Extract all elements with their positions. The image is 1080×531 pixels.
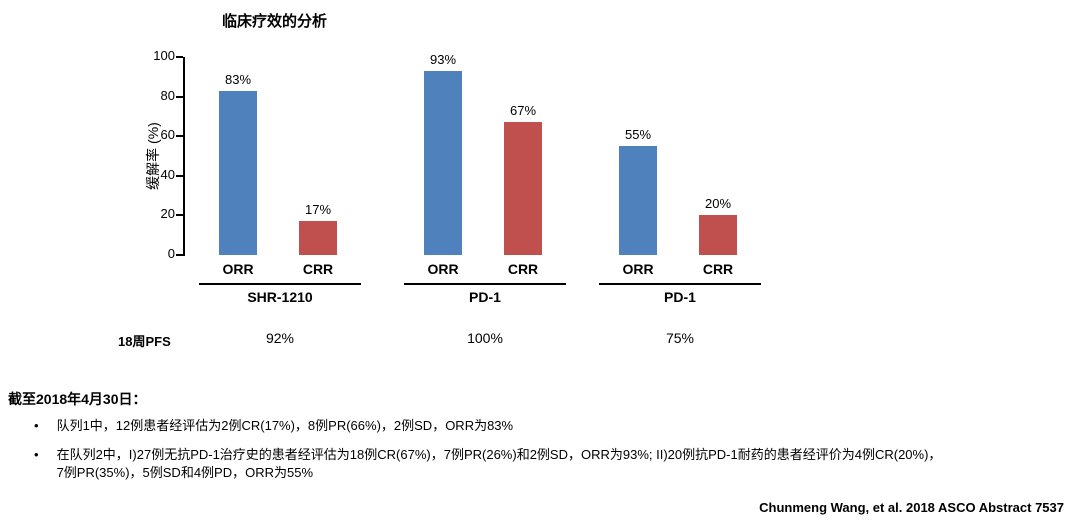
group-axis-line <box>599 283 761 285</box>
y-tick-label: 0 <box>167 246 175 261</box>
group-label: PD-1 <box>469 289 501 305</box>
bar-value-label: 17% <box>304 202 332 218</box>
bar-crr <box>504 122 542 255</box>
plot-area: 0 20 40 60 80 100 83% ORR 17% CRR SHR-1210 93% ORR 67… <box>153 48 761 305</box>
bar-value-label: 55% <box>624 127 652 143</box>
group-axis-line <box>199 283 361 285</box>
y-tick-mark <box>176 135 183 138</box>
bar-category-label: CRR <box>302 261 334 277</box>
y-tick-mark <box>176 214 183 217</box>
pfs-value: 92% <box>265 330 295 346</box>
note-bullet: • 在队列2中，I)27例无抗PD-1治疗史的患者经评估为18例CR(67%)，7… <box>34 446 1024 482</box>
group-axis-line <box>404 283 566 285</box>
notes-bullets: • 队列1中，12例患者经评估为2例CR(17%)，8例PR(66%)，2例SD，… <box>34 417 1024 493</box>
bar-category-label: CRR <box>702 261 734 277</box>
bar-value-label: 20% <box>704 196 732 212</box>
pfs-row-label: 18周PFS <box>118 334 171 349</box>
pfs-value: 75% <box>665 330 695 346</box>
bar-value-label: 67% <box>509 103 537 119</box>
bar-category-label: CRR <box>507 261 539 277</box>
y-tick-mark <box>176 254 183 256</box>
pfs-value: 100% <box>467 330 503 346</box>
bar-category-label: ORR <box>222 261 254 277</box>
y-tick-label: 60 <box>160 127 175 143</box>
note-bullet: • 队列1中，12例患者经评估为2例CR(17%)，8例PR(66%)，2例SD，… <box>34 417 1024 435</box>
citation: Chunmeng Wang, et al. 2018 ASCO Abstract… <box>759 500 1064 515</box>
notes-heading: 截至2018年4月30日： <box>8 391 147 407</box>
bar-value-label: 93% <box>429 51 457 67</box>
y-tick-label: 80 <box>160 87 175 103</box>
bar-crr <box>699 215 737 255</box>
y-tick-label: 40 <box>160 166 175 182</box>
group-label: SHR-1210 <box>247 289 313 305</box>
bullet-icon: • <box>34 418 39 433</box>
y-tick-mark <box>176 95 183 98</box>
bullet-icon: • <box>34 447 39 462</box>
bar-category-label: ORR <box>427 261 459 277</box>
bar-orr <box>619 146 657 255</box>
chart-title: 临床疗效的分析 <box>222 13 328 30</box>
bullet-text: 在队列2中，I)27例无抗PD-1治疗史的患者经评估为18例CR(67%)，7例… <box>56 447 942 480</box>
y-tick-mark <box>176 174 183 177</box>
bar-crr <box>299 221 337 255</box>
bar-orr <box>424 70 462 255</box>
bullet-text: 队列1中，12例患者经评估为2例CR(17%)，8例PR(66%)，2例SD，O… <box>56 418 514 433</box>
bar-category-label: ORR <box>622 261 654 277</box>
bar-orr <box>219 90 257 255</box>
y-tick-label: 100 <box>153 48 175 63</box>
y-tick-mark <box>176 56 183 58</box>
y-tick-label: 20 <box>160 206 175 222</box>
group-label: PD-1 <box>664 289 696 305</box>
bar-value-label: 83% <box>224 71 252 87</box>
y-axis-line <box>183 57 185 256</box>
